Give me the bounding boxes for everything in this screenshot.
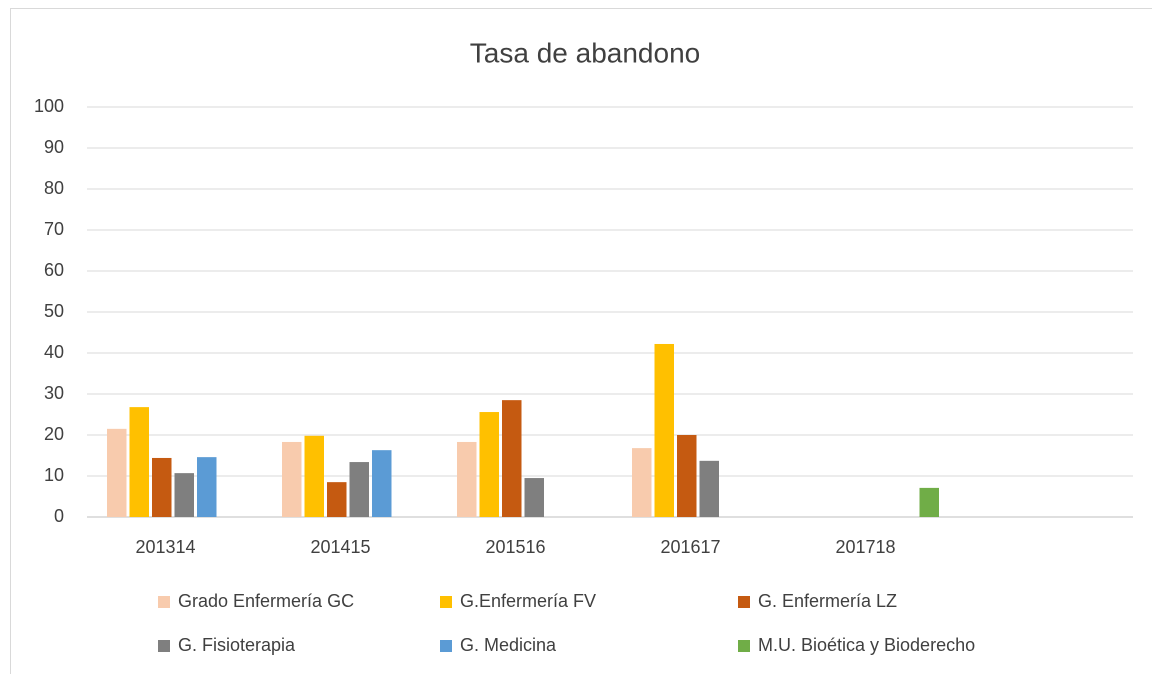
chart-title: Tasa de abandono [470, 37, 700, 68]
legend-swatch [738, 596, 750, 608]
legend-swatch [440, 640, 452, 652]
x-tick-label: 201516 [485, 537, 545, 557]
bar [327, 482, 347, 517]
bar [349, 462, 369, 517]
legend-label: G. Fisioterapia [178, 635, 296, 655]
bar [632, 448, 652, 517]
bar [304, 435, 324, 517]
legend-swatch [158, 596, 170, 608]
bar [457, 441, 477, 517]
y-tick-label: 70 [44, 219, 64, 239]
y-tick-label: 60 [44, 260, 64, 280]
legend-swatch [738, 640, 750, 652]
bar [107, 428, 127, 517]
bar [479, 412, 499, 517]
x-tick-label: 201718 [835, 537, 895, 557]
bar [129, 407, 149, 517]
x-tick-label: 201617 [660, 537, 720, 557]
legend-label: M.U. Bioética y Bioderecho [758, 635, 975, 655]
x-tick-label: 201314 [135, 537, 195, 557]
legend-label: Grado Enfermería GC [178, 591, 354, 611]
legend-label: G. Enfermería LZ [758, 591, 897, 611]
legend-label: G.Enfermería FV [460, 591, 596, 611]
bar [372, 450, 392, 517]
bar [152, 457, 172, 517]
bar [174, 473, 194, 517]
y-tick-label: 30 [44, 383, 64, 403]
y-tick-label: 0 [54, 506, 64, 526]
chart-frame [10, 8, 1152, 674]
y-tick-label: 90 [44, 137, 64, 157]
bar [197, 457, 217, 517]
y-tick-label: 100 [34, 96, 64, 116]
y-tick-label: 40 [44, 342, 64, 362]
legend-swatch [158, 640, 170, 652]
y-tick-label: 10 [44, 465, 64, 485]
y-tick-label: 80 [44, 178, 64, 198]
bar [524, 478, 544, 517]
bar [677, 435, 697, 517]
bar [282, 441, 302, 517]
bar [919, 487, 939, 517]
legend-label: G. Medicina [460, 635, 557, 655]
bar [699, 460, 719, 517]
x-tick-label: 201415 [310, 537, 370, 557]
legend-swatch [440, 596, 452, 608]
y-tick-label: 20 [44, 424, 64, 444]
bar [502, 400, 522, 517]
y-tick-label: 50 [44, 301, 64, 321]
bar [654, 343, 674, 517]
